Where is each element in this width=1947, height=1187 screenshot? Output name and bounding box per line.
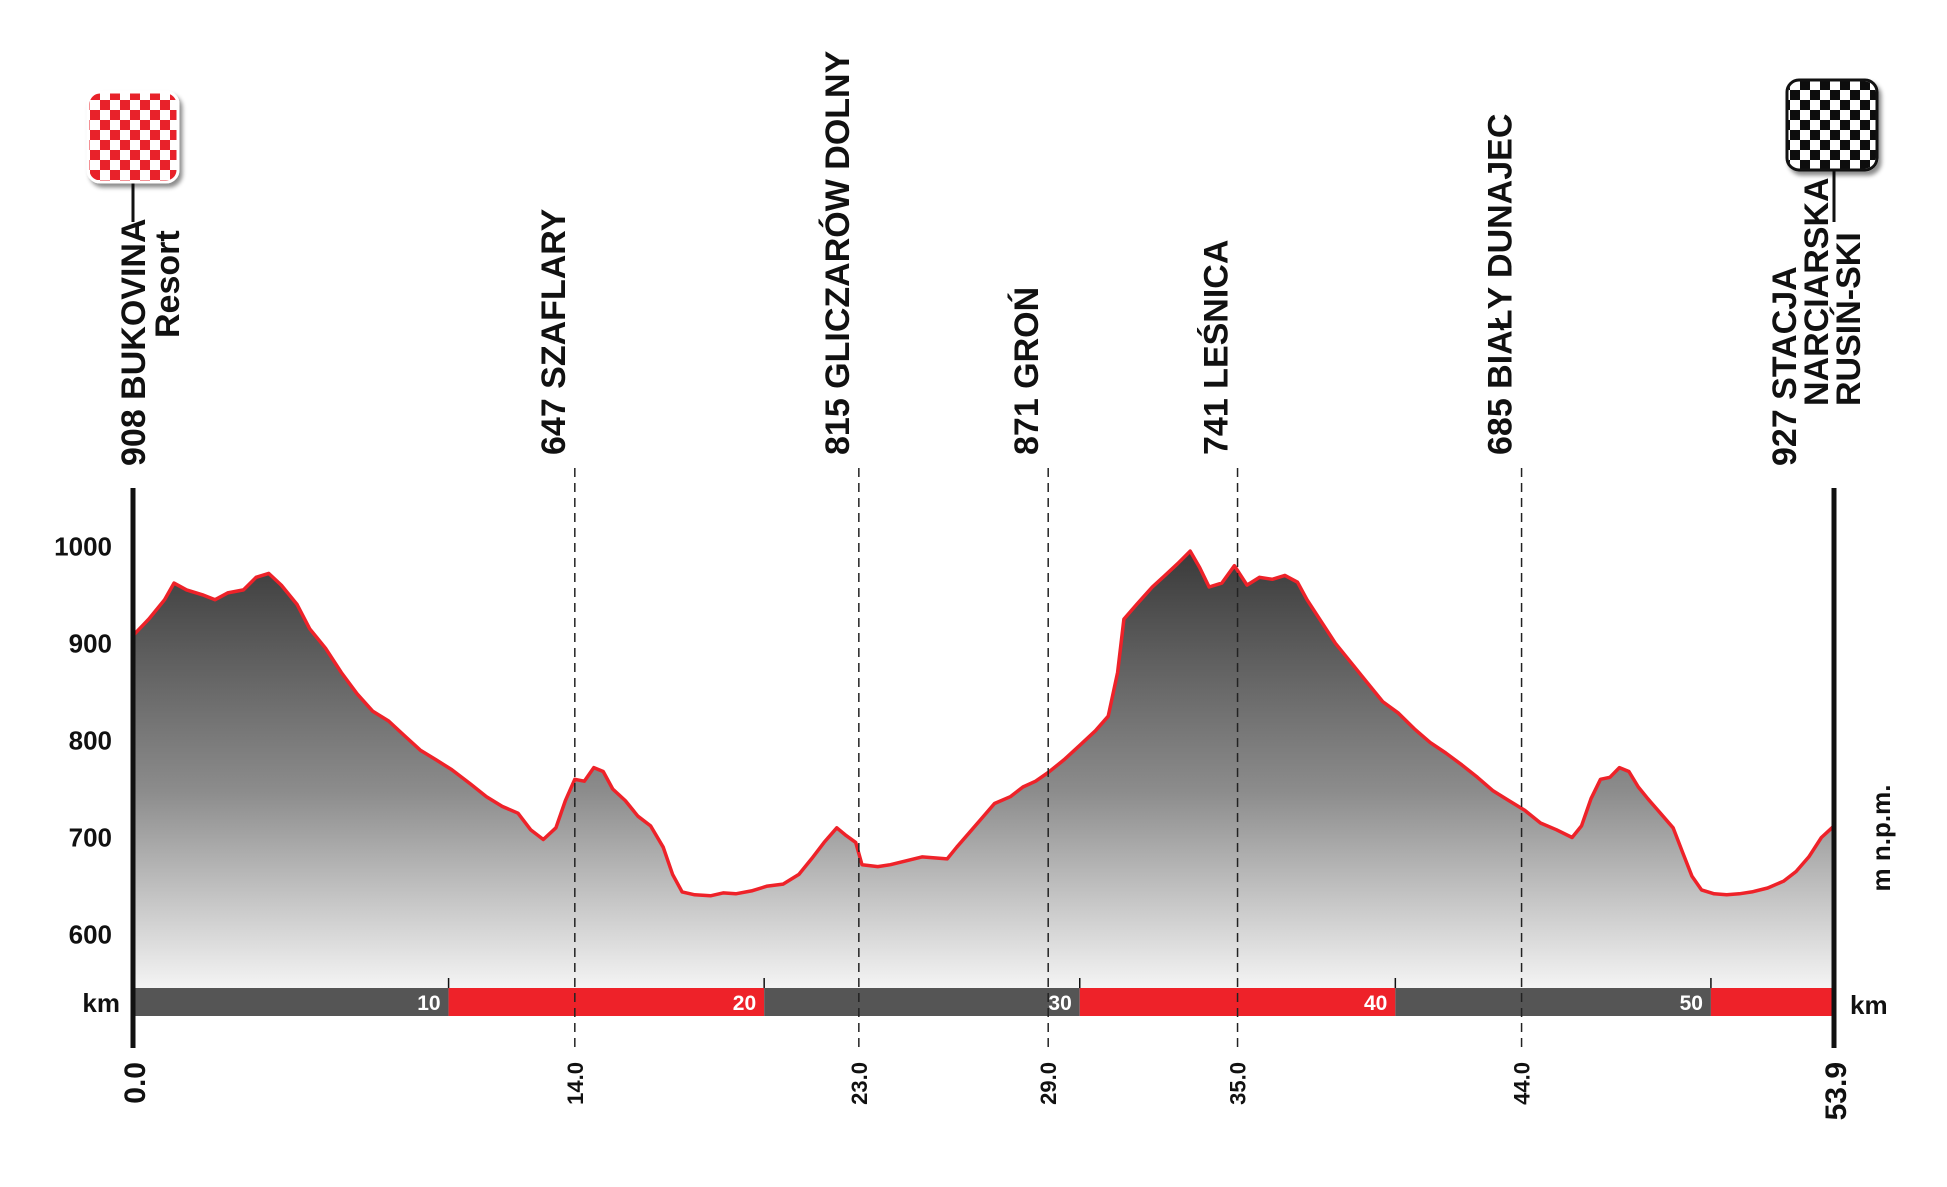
profile-area-layer [131, 549, 1836, 988]
km-band-label: 20 [733, 992, 756, 1015]
km-band-segment [133, 988, 449, 1016]
checkpoint-km-label: 23.0 [847, 1062, 872, 1105]
altitude-tick-label: 1000 [54, 531, 112, 561]
checkpoint-label: 871 GROŃ [1008, 287, 1046, 455]
altitude-tick-label: 700 [69, 823, 112, 853]
altitude-tick-label: 800 [69, 725, 112, 755]
checkpoint-name: 647 SZAFLARY [535, 208, 573, 455]
start-subname: Resort [149, 230, 187, 338]
checkpoint-elevation: 741 [1198, 389, 1236, 455]
start-elevation: 908 [115, 400, 153, 466]
finish-name: 927 STACJA [1766, 266, 1804, 466]
checkpoint-name: 741 LEŚNICA [1198, 240, 1236, 455]
checkpoint-km-label: 0.0 [119, 1062, 152, 1104]
km-band-segment [1395, 988, 1711, 1016]
finish-elevation: 927 [1766, 400, 1804, 466]
start-town: BUKOVINA [115, 218, 153, 399]
flags-layer [86, 78, 1879, 222]
km-band-label: 40 [1364, 992, 1387, 1015]
km-band-layer: 10 20 30 40 50 km km [82, 978, 1888, 1020]
elevation-area [133, 551, 1834, 988]
km-band-segment [764, 988, 1080, 1016]
checkpoint-town: GROŃ [1008, 287, 1046, 389]
checkpoint-name: 685 BIAŁY DUNAJEC [1482, 114, 1520, 455]
checkpoint-town: SZAFLARY [535, 208, 573, 388]
altitude-tick-label: 600 [69, 920, 112, 950]
checkpoint-name: 871 GROŃ [1008, 287, 1046, 455]
finish-flag-border [1785, 78, 1879, 172]
checkpoint-label: 741 LEŚNICA [1198, 240, 1236, 455]
km-band-segment [1710, 988, 1834, 1016]
checkpoint-label: 685 BIAŁY DUNAJEC [1482, 114, 1520, 455]
checkpoint-elevation: 871 [1008, 389, 1046, 455]
checkpoint-km-label: 29.0 [1036, 1062, 1061, 1105]
checkpoint-km-label: 35.0 [1226, 1062, 1251, 1105]
altitude-unit-label: m n.p.m. [1866, 785, 1896, 892]
checkpoint-name: 815 GLICZARÓW DOLNY [819, 50, 857, 455]
checkpoint-km-label: 44.0 [1510, 1062, 1535, 1105]
km-band-label: 30 [1048, 992, 1071, 1015]
checkpoint-km-label: 14.0 [563, 1062, 588, 1105]
km-band-segment [448, 988, 765, 1016]
km-band-label: 50 [1680, 992, 1703, 1015]
checkpoint-km-label: 53.9 [1820, 1062, 1853, 1120]
checkpoint-label: 815 GLICZARÓW DOLNY [819, 50, 857, 455]
finish-flag-icon [1785, 78, 1879, 172]
km-unit-right: km [1850, 990, 1888, 1020]
checkpoint-label: 647 SZAFLARY [535, 208, 573, 455]
checkpoints-layer: 0.0 647 SZAFLARY 14.0 815 GLICZARÓW DOLNY 23… [115, 50, 1868, 1120]
altitude-tick-label: 900 [69, 628, 112, 658]
checkpoint-elevation: 647 [535, 389, 573, 455]
finish-subname-2: RUSIŃ-SKI [1830, 232, 1868, 406]
elevation-line [131, 549, 1836, 898]
km-unit-left: km [82, 988, 120, 1018]
checkpoint-elevation: 815 [819, 389, 857, 455]
checkpoint-town: BIAŁY DUNAJEC [1482, 114, 1520, 389]
start-name: 908 BUKOVINA [115, 218, 153, 466]
start-flag-icon [86, 90, 180, 184]
checkpoint-town: GLICZARÓW DOLNY [819, 50, 857, 388]
checkpoint-town: LEŚNICA [1198, 240, 1236, 389]
finish-town: STACJA [1766, 266, 1804, 400]
km-band-label: 10 [417, 992, 440, 1015]
axes-layer: 600 700 800 900 1000 m n.p.m. [54, 488, 1896, 1048]
finish-subname-1: NARCIARSKA [1798, 177, 1836, 406]
checkpoint-elevation: 685 [1482, 389, 1520, 455]
